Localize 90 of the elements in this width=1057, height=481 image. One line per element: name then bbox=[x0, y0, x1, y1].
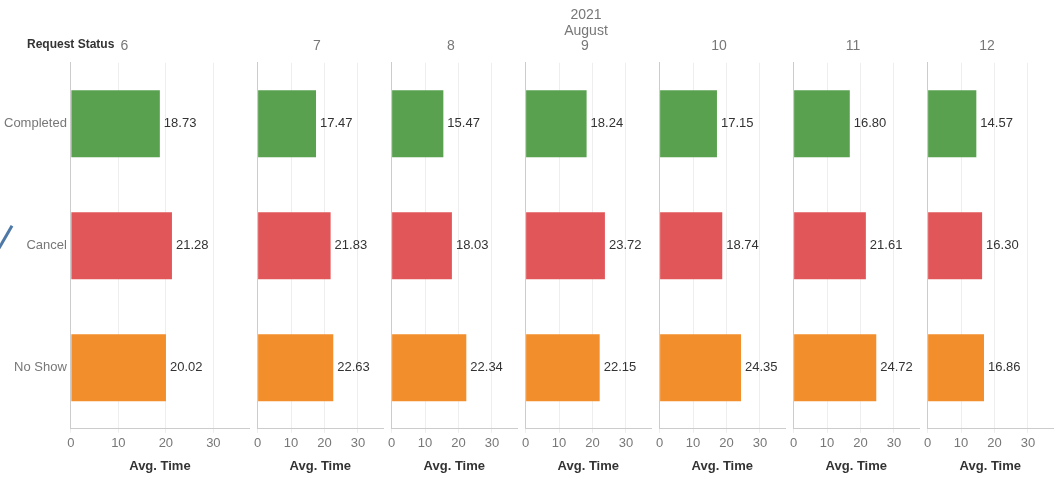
x-tick-label: 20 bbox=[317, 435, 332, 451]
chart-title: 9 bbox=[581, 37, 590, 54]
data-label: 17.15 bbox=[720, 115, 754, 131]
bar bbox=[392, 334, 467, 402]
data-label: 15.47 bbox=[447, 115, 480, 131]
x-tick-label: 10 bbox=[551, 435, 567, 451]
bar bbox=[794, 90, 850, 158]
bar bbox=[928, 212, 983, 280]
text: August bbox=[563, 22, 609, 38]
data-label: 23.72 bbox=[608, 237, 642, 253]
data-label: 18.24 bbox=[590, 115, 624, 131]
chart-title: 6 bbox=[120, 37, 129, 54]
data-label: 16.86 bbox=[987, 359, 1021, 375]
x-tick-label: 10 bbox=[283, 435, 299, 451]
text: Request Status bbox=[27, 37, 115, 51]
chart-title: 7 bbox=[313, 37, 322, 54]
bar bbox=[258, 212, 331, 280]
x-tick-label: 0 bbox=[790, 435, 798, 451]
y-tick-label: Completed bbox=[3, 115, 67, 131]
x-tick-label: 30 bbox=[752, 435, 768, 451]
data-label: 17.47 bbox=[320, 115, 353, 131]
x-tick-label: 30 bbox=[886, 435, 902, 451]
x-axis-title: Avg. Time bbox=[289, 457, 352, 473]
x-axis-title: Avg. Time bbox=[691, 457, 754, 473]
x-tick-label: 10 bbox=[953, 435, 969, 451]
data-label: 22.34 bbox=[470, 359, 503, 375]
bar bbox=[526, 212, 605, 280]
bar bbox=[660, 90, 717, 158]
bar bbox=[526, 90, 587, 158]
y-tick-label: No Show bbox=[14, 359, 68, 375]
bar bbox=[660, 212, 723, 280]
bar bbox=[258, 90, 317, 158]
data-label: 16.80 bbox=[853, 115, 887, 131]
x-tick-label: 30 bbox=[206, 435, 221, 451]
bar bbox=[71, 334, 166, 402]
data-label: 21.61 bbox=[869, 237, 903, 253]
data-label: 21.83 bbox=[334, 237, 368, 253]
x-axis-title: Avg. Time bbox=[557, 457, 620, 473]
data-label: 24.72 bbox=[880, 359, 913, 375]
x-axis-title: Avg. Time bbox=[825, 457, 888, 473]
bar bbox=[794, 212, 866, 280]
x-tick-label: 0 bbox=[924, 435, 932, 451]
bar bbox=[71, 212, 172, 280]
data-label: 14.57 bbox=[980, 115, 1013, 131]
data-label: 16.30 bbox=[986, 237, 1019, 253]
x-tick-label: 0 bbox=[522, 435, 530, 451]
x-tick-label: 10 bbox=[685, 435, 701, 451]
x-tick-label: 20 bbox=[158, 435, 174, 451]
bar bbox=[392, 90, 444, 158]
x-tick-label: 20 bbox=[987, 435, 1002, 451]
data-label: 22.15 bbox=[603, 359, 637, 375]
x-tick-label: 10 bbox=[417, 435, 433, 451]
data-label: 22.63 bbox=[337, 359, 370, 375]
x-tick-label: 20 bbox=[719, 435, 734, 451]
data-label: 21.28 bbox=[175, 237, 209, 253]
data-label: 20.02 bbox=[169, 359, 203, 375]
y-tick-label: Cancel bbox=[26, 237, 67, 253]
data-label: 18.73 bbox=[163, 115, 197, 131]
bar bbox=[392, 212, 452, 280]
chart-title: 10 bbox=[711, 37, 727, 54]
x-tick-label: 30 bbox=[484, 435, 500, 451]
x-tick-label: 0 bbox=[388, 435, 396, 451]
bar bbox=[71, 90, 160, 158]
chart-title: 8 bbox=[447, 37, 456, 54]
data-label: 18.03 bbox=[455, 237, 489, 253]
bar bbox=[258, 334, 334, 402]
x-axis-title: Avg. Time bbox=[423, 457, 486, 473]
data-label: 24.35 bbox=[745, 359, 778, 375]
x-tick-label: 10 bbox=[819, 435, 835, 451]
x-tick-label: 20 bbox=[585, 435, 600, 451]
data-label: 18.74 bbox=[726, 237, 759, 253]
x-tick-label: 0 bbox=[656, 435, 664, 451]
bar bbox=[928, 334, 984, 402]
bar bbox=[928, 90, 977, 158]
x-tick-label: 20 bbox=[853, 435, 868, 451]
text: 2021 bbox=[569, 6, 603, 22]
x-tick-label: 20 bbox=[451, 435, 466, 451]
bar bbox=[794, 334, 877, 402]
x-tick-label: 0 bbox=[67, 435, 75, 451]
chart-title: 12 bbox=[979, 37, 995, 54]
chart-title: 11 bbox=[845, 37, 861, 54]
x-axis-title: Avg. Time bbox=[959, 457, 1022, 473]
x-tick-label: 30 bbox=[618, 435, 634, 451]
bar bbox=[660, 334, 742, 402]
x-axis-title: Avg. Time bbox=[129, 457, 191, 473]
x-tick-label: 0 bbox=[254, 435, 262, 451]
x-tick-label: 30 bbox=[350, 435, 366, 451]
bar bbox=[526, 334, 600, 402]
x-tick-label: 10 bbox=[111, 435, 126, 451]
x-tick-label: 30 bbox=[1020, 435, 1036, 451]
